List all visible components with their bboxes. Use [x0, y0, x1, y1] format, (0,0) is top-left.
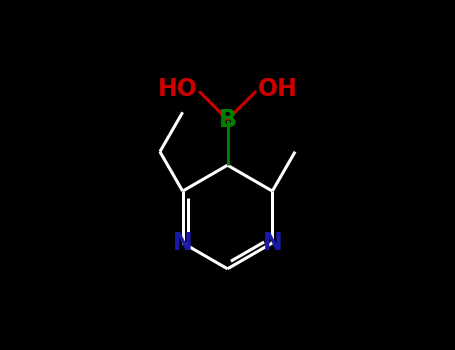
Text: OH: OH — [258, 77, 298, 101]
Text: N: N — [263, 231, 282, 255]
Text: B: B — [218, 108, 237, 132]
Text: HO: HO — [157, 77, 197, 101]
Text: N: N — [173, 231, 192, 255]
